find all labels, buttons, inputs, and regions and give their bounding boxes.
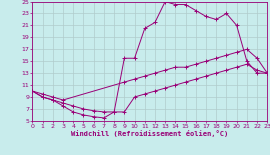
X-axis label: Windchill (Refroidissement éolien,°C): Windchill (Refroidissement éolien,°C) [71, 131, 228, 137]
